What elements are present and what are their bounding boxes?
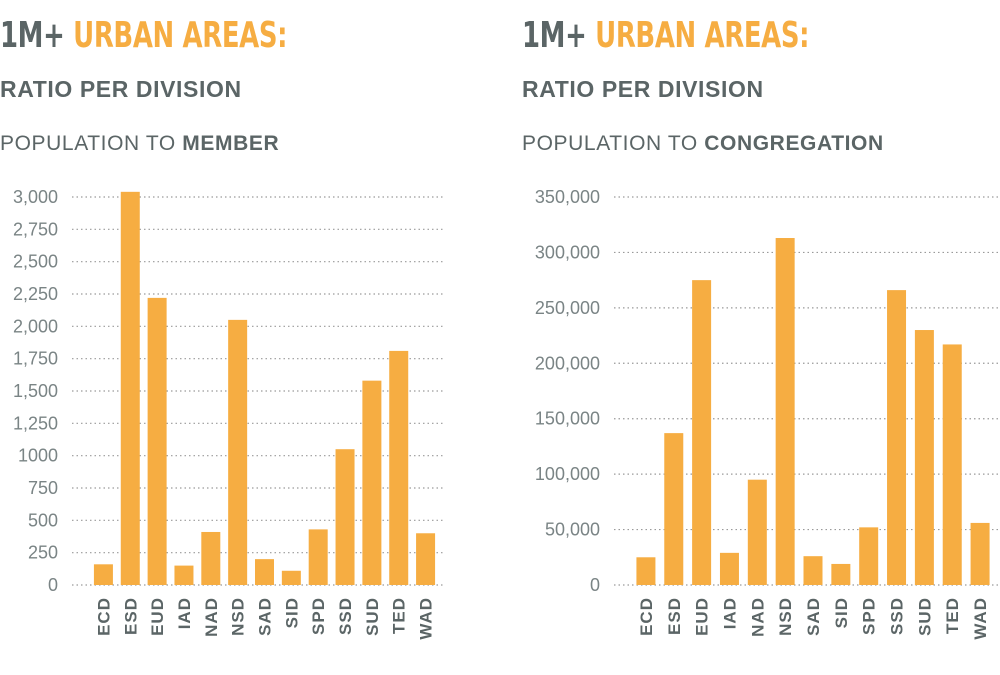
y-tick-label: 0 [48, 575, 58, 595]
metric-bold: MEMBER [182, 132, 280, 155]
y-tick-label: 1000 [18, 446, 58, 466]
bar-spd [308, 529, 328, 585]
bar-wad [970, 522, 990, 585]
bar-chart-member: 0 250 500 750 1000 1,250 1,500 1,750 2,000 2,250 2… [13, 187, 445, 640]
x-tick-label: NAD [202, 597, 221, 637]
y-tick-label: 1,500 [13, 381, 58, 401]
y-tick-label: 750 [28, 478, 58, 498]
y-tick-label: 1,750 [13, 349, 58, 369]
bar-sid [281, 570, 301, 585]
bar-ecd [93, 564, 113, 585]
x-tick-label: ECD [637, 597, 656, 636]
y-tick-label: 350,000 [535, 187, 600, 207]
title-prefix: 1M+ [522, 15, 587, 56]
y-tick-label: 2,000 [13, 316, 58, 336]
x-tick-label: EUD [148, 597, 167, 636]
x-tick-label: WAD [971, 597, 990, 640]
bar-sad [803, 556, 823, 585]
bar-sud [362, 380, 382, 585]
bar-nad [201, 531, 221, 585]
x-tick-label: SID [832, 597, 851, 628]
title-accent: URBAN AREAS: [73, 15, 288, 56]
x-tick-label: SAD [804, 597, 823, 636]
y-tick-label: 250,000 [535, 298, 600, 318]
y-tick-label: 200,000 [535, 353, 600, 373]
bar-iad [174, 565, 194, 585]
bar-iad [719, 552, 739, 585]
x-tick-label: SPD [860, 597, 879, 635]
x-tick-label: ESD [665, 597, 684, 635]
x-tick-label: NAD [748, 597, 767, 637]
y-tick-label: 2,750 [13, 219, 58, 239]
y-tick-label: 2,500 [13, 252, 58, 272]
title-accent: URBAN AREAS: [595, 15, 810, 56]
bar-ssd [335, 449, 355, 585]
chart-title: 1M+ URBAN AREAS: [522, 12, 810, 60]
bar-esd [120, 191, 140, 585]
y-tick-label: 300,000 [535, 242, 600, 262]
bar-wad [416, 533, 436, 585]
x-tick-label: NSD [229, 597, 248, 636]
chart-title: 1M+ URBAN AREAS: [0, 12, 288, 60]
x-tick-label: ESD [121, 597, 140, 635]
y-tick-label: 0 [590, 575, 600, 595]
y-tick-label: 250 [28, 543, 58, 563]
x-tick-label: NSD [776, 597, 795, 636]
bar-ecd [636, 557, 656, 585]
x-tick-label: EUD [693, 597, 712, 636]
chart-subtitle: RATIO PER DIVISION [522, 76, 764, 102]
x-tick-label: WAD [417, 597, 436, 640]
x-tick-label: SSD [888, 597, 907, 635]
y-tick-label: 3,000 [13, 187, 58, 207]
chart-panel-member: 1M+ URBAN AREAS: RATIO PER DIVISION POPU… [0, 0, 480, 675]
x-tick-label: SAD [256, 597, 275, 636]
x-tick-label: TED [943, 597, 962, 634]
metric-label: POPULATION TO CONGREGATION [522, 132, 884, 156]
bar-ssd [887, 290, 907, 585]
chart-subtitle: RATIO PER DIVISION [0, 76, 242, 102]
x-tick-label: SUD [363, 597, 382, 636]
metric-prefix: POPULATION TO [522, 132, 698, 155]
y-tick-label: 50,000 [545, 520, 600, 540]
metric-bold: CONGREGATION [704, 132, 884, 155]
bar-nsd [775, 238, 795, 585]
metric-prefix: POPULATION TO [0, 132, 176, 155]
y-tick-label: 1,250 [13, 413, 58, 433]
y-tick-label: 150,000 [535, 409, 600, 429]
bar-ted [942, 344, 962, 585]
bar-nad [747, 479, 767, 585]
y-tick-label: 100,000 [535, 464, 600, 484]
bar-esd [664, 433, 684, 585]
x-tick-label: SUD [915, 597, 934, 636]
x-tick-label: SPD [309, 597, 328, 635]
chart-panel-congregation: 1M+ URBAN AREAS: RATIO PER DIVISION POPU… [522, 0, 1000, 675]
bar-sid [831, 563, 851, 585]
x-tick-label: SSD [336, 597, 355, 635]
bar-spd [859, 527, 879, 585]
bar-sad [255, 559, 274, 585]
title-prefix: 1M+ [0, 15, 65, 56]
x-tick-label: IAD [720, 597, 739, 629]
bar-nsd [228, 319, 248, 585]
x-tick-label: IAD [175, 597, 194, 629]
bar-ted [389, 350, 409, 585]
x-tick-label: ECD [94, 597, 113, 636]
y-tick-label: 2,250 [13, 284, 58, 304]
bar-chart-congregation: 0 50,000 100,000 150,000 200,000 250,000 300,0… [535, 187, 1000, 640]
bar-sud [914, 330, 934, 585]
bar-eud [147, 297, 167, 585]
metric-label: POPULATION TO MEMBER [0, 132, 279, 156]
bar-eud [692, 280, 712, 585]
x-tick-label: TED [390, 597, 409, 634]
x-tick-label: SID [282, 597, 301, 628]
y-tick-label: 500 [28, 510, 58, 530]
